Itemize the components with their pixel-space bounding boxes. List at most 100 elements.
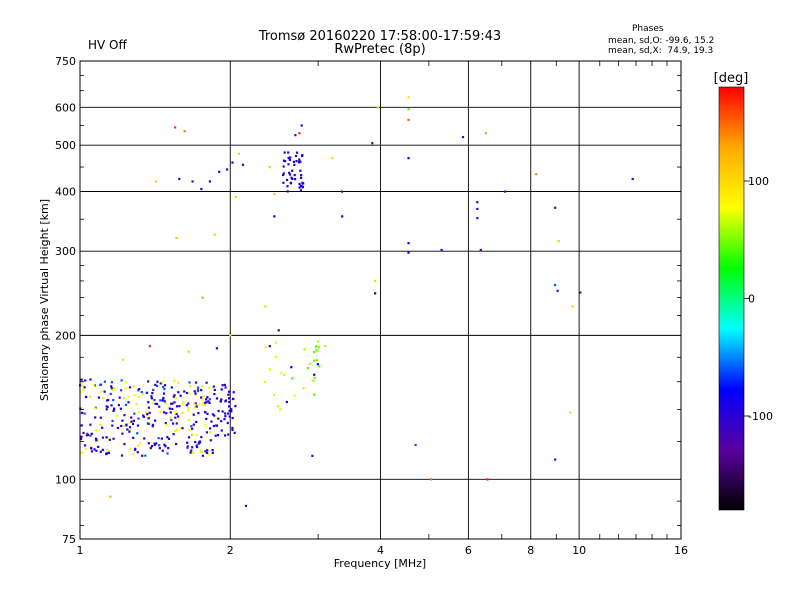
echo-point	[280, 371, 283, 374]
y-tick-label: 600	[55, 101, 76, 114]
echo-point	[286, 190, 289, 193]
echo-point	[130, 416, 133, 419]
echo-point	[141, 392, 144, 396]
echo-point	[179, 394, 182, 397]
echo-point	[128, 426, 132, 429]
echo-point	[276, 405, 280, 408]
colorbar-ticks: 100 0 -100	[744, 175, 773, 423]
echo-point	[195, 444, 198, 447]
echo-point	[170, 418, 173, 422]
echo-point	[169, 411, 172, 414]
echo-point	[207, 400, 210, 403]
echo-point	[244, 504, 248, 508]
echo-point	[121, 432, 124, 435]
echo-point	[224, 412, 227, 415]
echo-point	[154, 402, 157, 405]
echo-point	[430, 478, 433, 481]
echo-point	[84, 379, 87, 382]
echo-point	[177, 417, 181, 420]
echo-point	[97, 445, 100, 448]
echo-point	[194, 381, 198, 384]
echo-point	[268, 345, 271, 348]
echo-point	[137, 389, 140, 392]
echo-point	[109, 392, 112, 396]
echo-point	[234, 195, 237, 198]
echo-point	[200, 388, 203, 392]
echo-point	[201, 454, 205, 457]
echo-point	[195, 405, 198, 408]
echo-point	[476, 217, 479, 220]
echo-point	[170, 402, 173, 405]
echo-point	[273, 215, 276, 218]
echo-point	[97, 396, 101, 399]
echo-point	[89, 423, 92, 426]
echo-point	[268, 368, 271, 371]
echo-point	[293, 394, 296, 397]
echo-point	[83, 444, 87, 447]
x-tick-label: 1	[77, 544, 84, 557]
echo-point	[90, 432, 93, 435]
echo-point	[186, 445, 189, 448]
echo-point	[80, 451, 84, 454]
echo-point	[264, 346, 267, 349]
echo-point	[208, 386, 211, 390]
echo-point	[124, 387, 127, 390]
echo-point	[132, 419, 136, 422]
echo-point	[197, 411, 200, 415]
echo-point	[181, 427, 184, 430]
echo-point	[303, 348, 306, 351]
echo-point	[189, 451, 192, 454]
echo-point	[195, 420, 198, 424]
echo-point	[571, 305, 574, 308]
echo-point	[476, 201, 479, 204]
echo-point	[85, 434, 89, 437]
echo-point	[138, 387, 141, 391]
echo-point	[89, 434, 92, 437]
echo-point	[135, 403, 138, 406]
echo-point	[187, 409, 190, 412]
echo-point	[112, 409, 115, 412]
echo-point	[407, 96, 410, 99]
echo-point	[313, 359, 316, 362]
echo-point	[177, 381, 180, 384]
echo-point	[187, 418, 191, 422]
echo-point	[147, 416, 151, 419]
echo-point	[569, 411, 572, 414]
echo-point	[105, 408, 108, 411]
echo-point	[211, 413, 214, 416]
echo-point	[175, 412, 178, 416]
echo-point	[213, 233, 216, 236]
echo-point	[200, 436, 203, 439]
echo-point	[98, 423, 102, 426]
echo-point	[476, 207, 479, 211]
echo-point	[183, 390, 186, 393]
x-tick-label: 2	[227, 544, 234, 557]
echo-point	[201, 296, 204, 299]
y-axis-ticks: 75 100 200 300 400 500 600 750	[55, 55, 681, 546]
echo-point	[107, 451, 110, 454]
echo-point	[187, 406, 190, 409]
echo-point	[299, 189, 303, 192]
echo-point	[133, 412, 136, 415]
echo-point	[331, 157, 334, 160]
echo-point	[300, 124, 303, 127]
echo-point	[268, 166, 271, 169]
echo-point	[283, 373, 286, 376]
echo-point	[81, 384, 84, 388]
echo-point	[171, 422, 175, 425]
echo-point	[192, 451, 195, 455]
echo-point	[165, 423, 168, 426]
echo-point	[175, 236, 178, 240]
echo-point	[147, 442, 150, 445]
echo-point	[99, 383, 103, 386]
y-tick-label: 500	[55, 139, 76, 152]
echo-point	[190, 449, 193, 452]
echo-point	[146, 413, 149, 416]
echo-point	[185, 391, 189, 395]
echo-point	[212, 385, 215, 388]
echo-point	[313, 393, 316, 396]
echo-point	[128, 386, 132, 389]
echo-point	[149, 447, 152, 450]
echo-point	[111, 419, 114, 422]
echo-point	[299, 169, 302, 172]
